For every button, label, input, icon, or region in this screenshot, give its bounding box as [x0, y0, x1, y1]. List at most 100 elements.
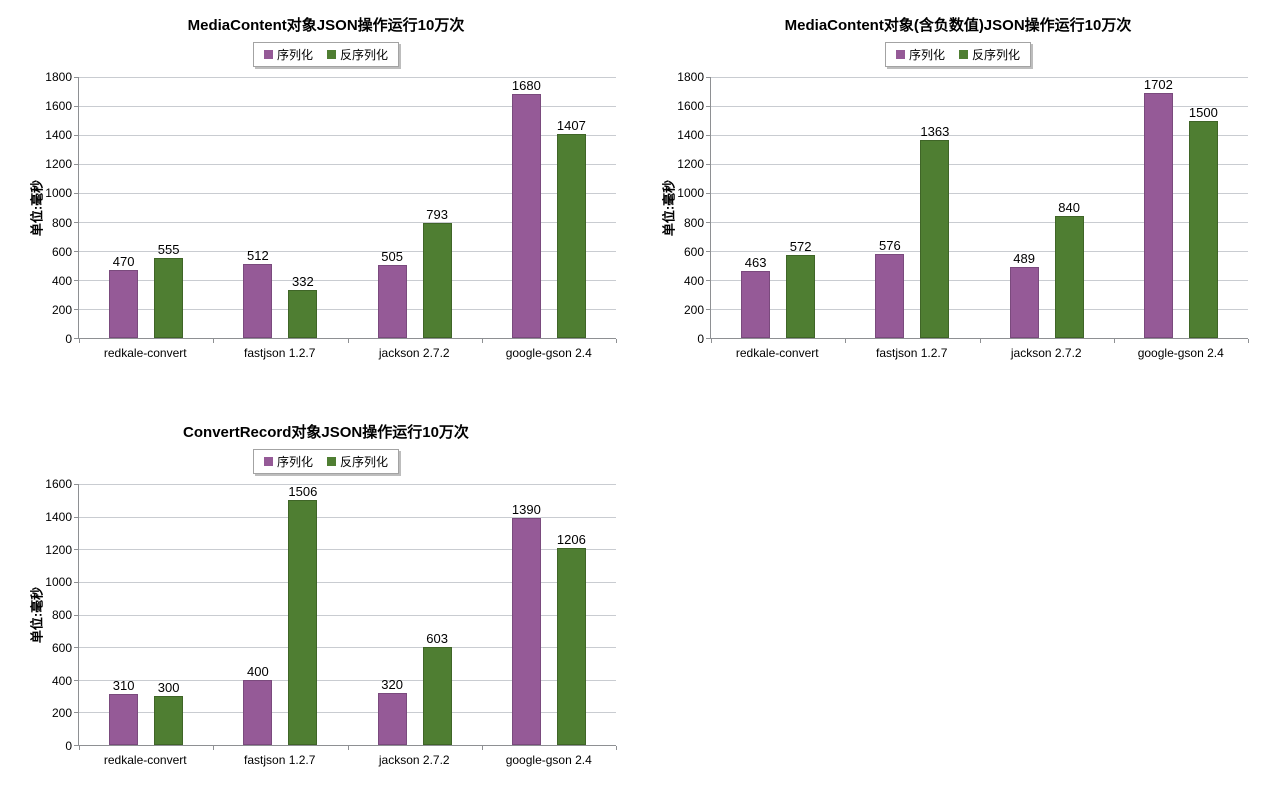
- category-group: 310 300: [79, 484, 213, 745]
- legend-swatch-deserialize-icon: [327, 50, 336, 59]
- legend-label-deserialize: 反序列化: [340, 48, 389, 62]
- y-tick-label: 1000: [677, 186, 704, 201]
- y-tick-label: 1400: [677, 128, 704, 143]
- bar-value-label: 603: [426, 630, 448, 646]
- gridline: [711, 135, 1248, 136]
- y-tick-label: 200: [51, 302, 72, 317]
- y-tick-mark: [74, 516, 78, 518]
- legend-swatch-serialize-icon: [895, 50, 905, 59]
- legend-item-deserialize: 反序列化: [327, 46, 388, 63]
- gridline: [79, 106, 616, 107]
- x-axis-label: google-gson 2.4: [505, 753, 592, 767]
- bar-column: 576: [867, 77, 912, 338]
- plot-area: 470 555 512 332 505 793 1680 1407: [74, 77, 617, 343]
- y-tick-label: 1000: [45, 186, 72, 201]
- legend-row: 序列化 反序列化: [28, 449, 624, 474]
- y-tick-mark: [706, 164, 710, 165]
- legend-item-deserialize: 反序列化: [327, 453, 388, 470]
- x-tick-mark: [347, 746, 349, 750]
- gridline: [79, 164, 616, 165]
- y-tick-mark: [74, 549, 78, 551]
- y-tick-label: 1200: [45, 542, 72, 557]
- bar-value-label: 463: [744, 254, 767, 270]
- legend-swatch-serialize-icon: [263, 457, 273, 466]
- bar-value-label: 1506: [288, 484, 318, 499]
- bar-value-label: 840: [1058, 200, 1080, 216]
- x-axis-label: jackson 2.7.2: [378, 346, 450, 360]
- bar-column: 1390: [504, 484, 549, 745]
- category-group: 320 603: [348, 484, 482, 745]
- x-tick-mark: [616, 746, 617, 750]
- y-axis-tick-labels: 1800 1600 1400 1200 1000 800 600 400 200 0: [44, 70, 78, 346]
- x-axis-label: redkale-convert: [735, 346, 819, 360]
- bar-deserialize: [154, 257, 184, 338]
- gridline: [711, 77, 1248, 78]
- bar-column: 1500: [1181, 77, 1226, 338]
- y-tick-label: 0: [65, 332, 72, 346]
- bar-column: 555: [146, 77, 191, 338]
- x-tick-mark: [1248, 339, 1249, 343]
- y-tick-mark: [74, 193, 78, 194]
- bar-column: 400: [235, 484, 280, 745]
- y-tick-label: 1800: [677, 70, 704, 84]
- y-tick-label: 400: [51, 673, 72, 688]
- y-tick-mark: [74, 106, 78, 107]
- bar-column: 840: [1047, 77, 1092, 338]
- y-tick-mark: [74, 77, 78, 78]
- bar-value-label: 1390: [511, 502, 541, 518]
- bar-serialize: [243, 679, 273, 745]
- bar-deserialize: [786, 255, 816, 338]
- bar-column: 1407: [549, 77, 594, 338]
- chart-body: 单位:毫秒 1600 1400 1200 1000 800 600 400 200 0 310 3…: [28, 477, 624, 753]
- bar-column: 463: [733, 77, 778, 338]
- bar-column: 603: [415, 484, 460, 745]
- bar-value-label: 793: [426, 207, 448, 223]
- legend: 序列化 反序列化: [252, 449, 400, 474]
- x-axis-label: fastjson 1.2.7: [244, 753, 316, 767]
- y-tick-label: 600: [51, 640, 72, 655]
- y-axis-tick-labels: 1800 1600 1400 1200 1000 800 600 400 200 0: [676, 70, 710, 346]
- y-tick-label: 1400: [45, 509, 72, 524]
- x-tick-mark: [79, 746, 80, 750]
- y-tick-mark: [706, 193, 710, 194]
- bar-serialize: [377, 264, 407, 338]
- bar-value-label: 1680: [511, 78, 541, 94]
- gridline: [79, 280, 616, 281]
- y-tick-label: 800: [683, 215, 704, 230]
- x-axis-label: jackson 2.7.2: [378, 753, 450, 767]
- y-tick-mark: [74, 581, 78, 583]
- chart-body: 单位:毫秒 1800 1600 1400 1200 1000 800 600 400 200 0 …: [660, 70, 1256, 346]
- chart-title: MediaContent对象(含负数值)JSON操作运行10万次: [784, 17, 1132, 34]
- y-tick-mark: [74, 647, 78, 649]
- legend-item-serialize: 序列化: [263, 46, 313, 63]
- chart-title: MediaContent对象JSON操作运行10万次: [187, 17, 465, 34]
- legend: 序列化 反序列化: [252, 42, 400, 67]
- category-group: 1680 1407: [482, 77, 616, 338]
- y-tick-label: 0: [697, 332, 704, 346]
- bar-column: 505: [370, 77, 415, 338]
- bar-deserialize: [422, 646, 452, 745]
- bar-value-label: 512: [247, 247, 269, 263]
- gridline: [711, 309, 1248, 310]
- legend-label-serialize: 序列化: [276, 48, 313, 62]
- y-tick-label: 1200: [677, 157, 704, 172]
- y-tick-mark: [706, 309, 710, 310]
- bar-value-label: 505: [381, 248, 403, 264]
- bar-value-label: 470: [112, 253, 135, 269]
- bar-column: 1206: [549, 484, 594, 745]
- bar-value-label: 576: [879, 238, 901, 254]
- gridline: [79, 193, 616, 194]
- chart-title: ConvertRecord对象JSON操作运行10万次: [183, 424, 469, 441]
- y-tick-label: 800: [51, 608, 72, 622]
- legend-item-deserialize: 反序列化: [959, 46, 1020, 63]
- gridline: [79, 647, 616, 649]
- y-tick-mark: [706, 280, 710, 281]
- y-tick-label: 200: [683, 302, 704, 317]
- bar-deserialize: [556, 134, 586, 338]
- category-group: 1702 1500: [1114, 77, 1248, 338]
- chart-convertrecord: ConvertRecord对象JSON操作运行10万次 序列化 反序列化 单位:…: [28, 413, 624, 791]
- y-tick-label: 1000: [45, 575, 72, 590]
- y-tick-label: 1600: [45, 99, 72, 114]
- category-group: 576 1363: [845, 77, 979, 338]
- y-tick-mark: [706, 338, 710, 339]
